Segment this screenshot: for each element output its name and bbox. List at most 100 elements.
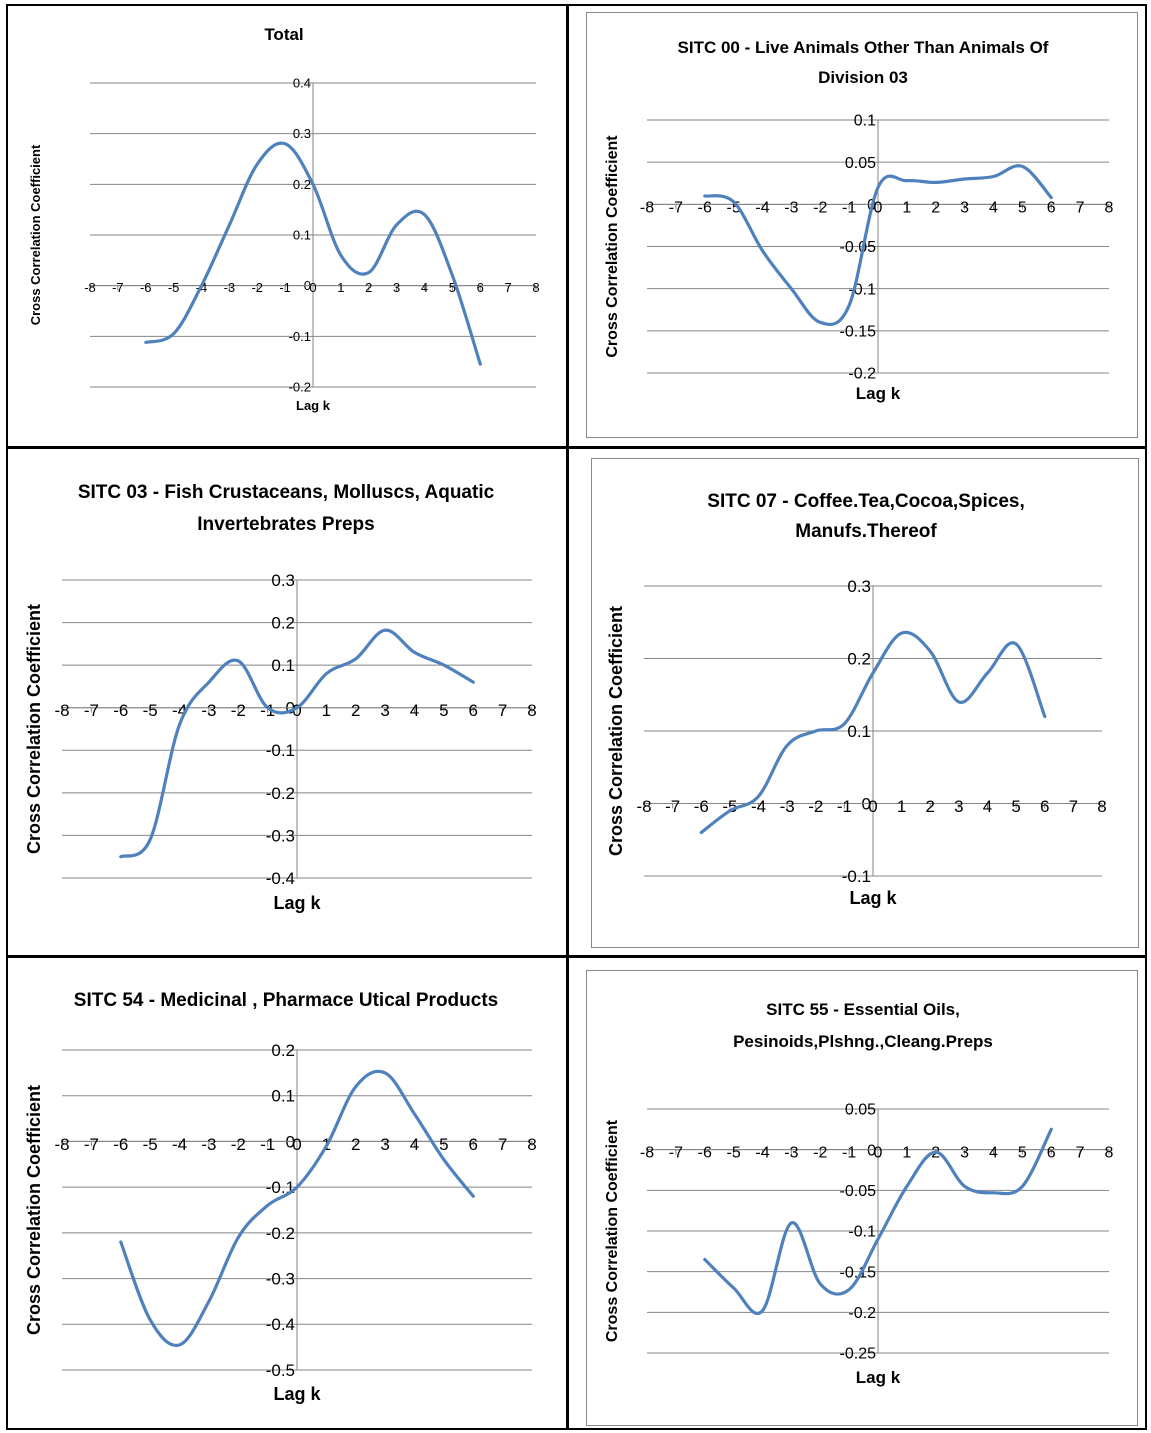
y-tick-label: 0.1 [847, 722, 871, 741]
chart-title: Manufs.Thereof [795, 521, 937, 542]
x-tick-label: 6 [469, 701, 478, 720]
y-tick-label: 0.2 [271, 614, 295, 633]
x-tick-label: -8 [54, 1135, 69, 1154]
x-tick-label: 7 [498, 701, 507, 720]
x-tick-label: 0 [868, 797, 877, 816]
x-tick-label: 6 [477, 280, 484, 295]
y-tick-label: -0.15 [840, 1264, 877, 1281]
x-tick-label: -8 [84, 280, 96, 295]
x-tick-label: 8 [1097, 797, 1106, 816]
x-tick-label: 3 [393, 280, 400, 295]
x-tick-label: 2 [351, 701, 360, 720]
chart-title: Division 03 [818, 68, 908, 87]
y-axis-title: Cross Correlation Coefficient [24, 604, 44, 854]
y-tick-label: 0.3 [847, 577, 871, 596]
x-tick-label: -5 [727, 1145, 741, 1162]
x-tick-label: 2 [365, 280, 372, 295]
chart-panel-sitc-55: SITC 55 - Essential Oils, Pesinoids,Plshn… [586, 970, 1138, 1426]
y-tick-label: -0.1 [848, 1224, 876, 1241]
x-tick-label: 0 [292, 1135, 301, 1154]
y-tick-label: -0.1 [842, 867, 871, 886]
x-tick-label: -3 [784, 199, 798, 216]
chart-title: SITC 54 - Medicinal , Pharmace Utical Pr… [74, 990, 498, 1011]
x-tick-label: -7 [84, 701, 99, 720]
y-tick-label: -0.25 [840, 1346, 877, 1363]
x-axis-title: Lag k [856, 384, 901, 403]
series-line [119, 628, 475, 859]
x-tick-label: -7 [112, 280, 124, 295]
chart-title: Pesinoids,Plshng.,Cleang.Preps [733, 1032, 993, 1051]
y-tick-label: 0.1 [271, 656, 295, 675]
y-tick-label: -0.2 [289, 380, 311, 395]
chart-svg: SITC 07 - Coffee.Tea,Cocoa,Spices, Manufs… [606, 491, 1107, 908]
chart-panel-sitc-00: SITC 00 - Live Animals Other Than Animal… [586, 12, 1138, 438]
chart-title: SITC 00 - Live Animals Other Than Animal… [678, 38, 1049, 57]
x-tick-label: 8 [1105, 1145, 1114, 1162]
x-tick-label: -5 [722, 797, 737, 816]
x-tick-label: 7 [1076, 199, 1085, 216]
x-tick-label: 1 [902, 199, 911, 216]
y-tick-label: -0.15 [840, 323, 877, 340]
x-tick-label: 5 [1011, 797, 1020, 816]
x-axis-title: Lag k [296, 398, 331, 413]
x-tick-label: 1 [897, 797, 906, 816]
series-line [119, 1069, 475, 1348]
x-tick-label: 0 [874, 199, 883, 216]
x-tick-label: 5 [439, 701, 448, 720]
chart-svg: SITC 00 - Live Animals Other Than Animal… [604, 38, 1114, 403]
chart-panel-sitc-07: SITC 07 - Coffee.Tea,Cocoa,Spices, Manufs… [591, 458, 1139, 948]
grid-rule [1145, 4, 1147, 1429]
x-tick-label: 7 [1069, 797, 1078, 816]
x-tick-label: -8 [640, 199, 654, 216]
x-tick-label: 1 [902, 1145, 911, 1162]
y-tick-label: -0.4 [266, 869, 295, 888]
grid-rule [6, 446, 1147, 449]
y-axis-title: Cross Correlation Coefficient [24, 1085, 44, 1335]
y-tick-label: -0.4 [266, 1315, 295, 1334]
chart-panel-sitc-54: SITC 54 - Medicinal , Pharmace Utical Pr… [10, 960, 562, 1426]
y-tick-label: -0.05 [840, 1183, 877, 1200]
x-tick-label: -6 [698, 1145, 712, 1162]
x-tick-label: -7 [84, 1135, 99, 1154]
x-tick-label: 4 [421, 280, 428, 295]
x-tick-label: 4 [410, 1135, 419, 1154]
x-tick-label: 3 [960, 1145, 969, 1162]
x-tick-label: -6 [113, 701, 128, 720]
x-tick-label: -1 [260, 1135, 275, 1154]
y-tick-label: -0.3 [266, 1270, 295, 1289]
x-tick-label: 3 [960, 199, 969, 216]
y-tick-label: 0.1 [271, 1087, 295, 1106]
x-axis-title: Lag k [273, 1384, 321, 1404]
chart-svg: SITC 55 - Essential Oils, Pesinoids,Plshn… [604, 1000, 1114, 1387]
x-tick-label: -6 [113, 1135, 128, 1154]
grid-rule [6, 4, 1147, 6]
y-tick-label: -0.1 [266, 741, 295, 760]
x-tick-label: -7 [665, 797, 680, 816]
x-tick-label: 2 [351, 1135, 360, 1154]
y-tick-label: -0.2 [266, 1224, 295, 1243]
x-tick-label: -2 [231, 1135, 246, 1154]
x-tick-label: -2 [251, 280, 263, 295]
series-line [703, 1127, 1053, 1315]
x-tick-label: 6 [1047, 199, 1056, 216]
x-tick-label: -6 [140, 280, 152, 295]
x-tick-label: -1 [279, 280, 291, 295]
series-line [144, 141, 482, 366]
x-tick-label: 0 [874, 1145, 883, 1162]
x-tick-label: 5 [449, 280, 456, 295]
x-tick-label: -3 [201, 701, 216, 720]
x-tick-label: -5 [168, 280, 180, 295]
x-tick-label: -3 [780, 797, 795, 816]
x-tick-label: 8 [532, 280, 539, 295]
y-tick-label: -0.2 [848, 366, 876, 383]
x-tick-label: -3 [201, 1135, 216, 1154]
chart-panel-total: Total 0.4 0.3 0.2 0.1 0 -0.1 -0.2 -8 -7 -6 -5 -4 -3 -2… [10, 8, 558, 444]
chart-title: SITC 07 - Coffee.Tea,Cocoa,Spices, [707, 491, 1024, 512]
x-tick-label: 4 [410, 701, 419, 720]
x-tick-label: 2 [926, 797, 935, 816]
x-tick-label: 5 [1018, 199, 1027, 216]
x-tick-label: 4 [989, 199, 998, 216]
x-tick-label: -6 [694, 797, 709, 816]
x-tick-label: -2 [808, 797, 823, 816]
